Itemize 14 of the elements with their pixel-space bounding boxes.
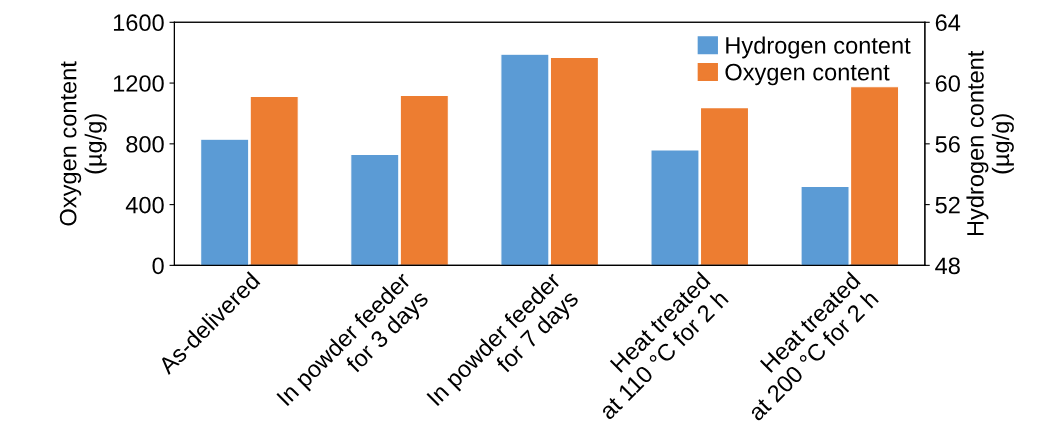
y2-tick-label: 64 [935, 14, 961, 32]
y2-tick-label: 52 [935, 196, 960, 214]
y-tick-label: 0 [152, 257, 164, 275]
y-axis-title: Oxygen content (µg/g) [59, 61, 107, 226]
y2-tick-label: 60 [935, 75, 960, 92]
y-tick-label: 1600 [113, 14, 164, 32]
y2-tick-label: 56 [935, 135, 960, 153]
y2-axis-title: Hydrogen content (µg/g) [966, 50, 1014, 236]
y-tick-label: 400 [125, 196, 164, 214]
y2-tick-label: 48 [935, 257, 960, 275]
y-tick-label: 1200 [113, 75, 164, 92]
legend-label: Oxygen content [725, 63, 890, 86]
y-tick-label: 800 [126, 135, 164, 153]
legend-label: Hydrogen content [726, 36, 911, 59]
